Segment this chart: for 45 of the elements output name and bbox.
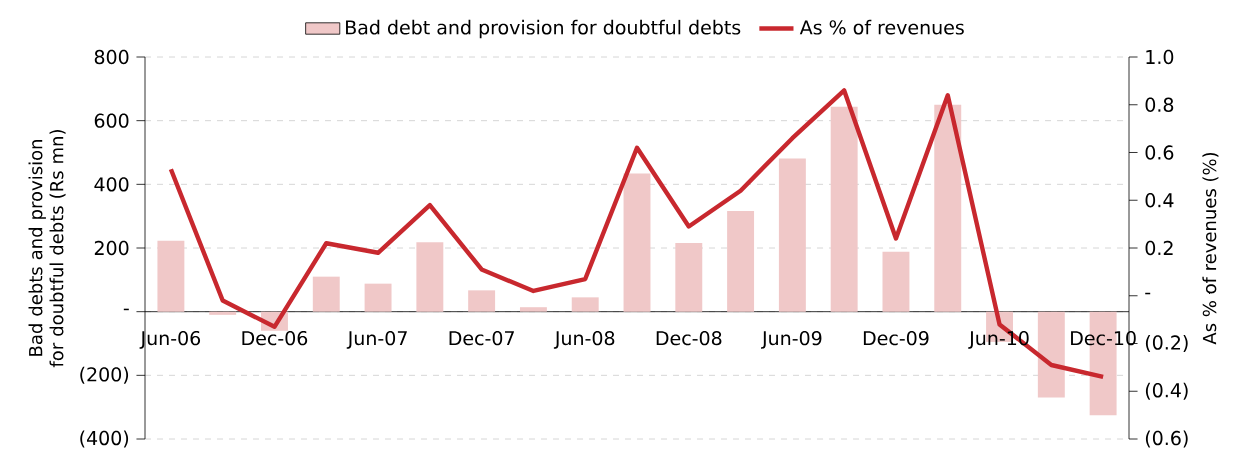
- bar: [416, 242, 444, 312]
- y-tick-label: 200: [94, 240, 129, 256]
- x-tick-label: Dec-08: [656, 331, 722, 346]
- y2-tick-label: (0.4): [1145, 382, 1188, 400]
- x-tick-label: Dec-07: [449, 331, 514, 346]
- bar: [675, 243, 703, 312]
- y2-axis-title: As % of revenues (%): [1202, 153, 1219, 345]
- y-tick-label: (200): [80, 366, 129, 384]
- y2-tick-label: (0.2): [1145, 335, 1188, 353]
- y2-tick-label: 0.6: [1145, 145, 1174, 160]
- y2-tick-label: 0.8: [1145, 97, 1174, 113]
- y-tick-label: 800: [94, 49, 129, 65]
- bar: [468, 290, 496, 312]
- y-tick-label: 600: [94, 113, 129, 128]
- y2-tick-label: (0.6): [1145, 430, 1188, 448]
- bar: [934, 104, 962, 312]
- bar: [312, 276, 340, 312]
- x-tick-label: Jun-07: [346, 331, 407, 349]
- legend-label: Bad debt and provision for doubtful debts: [346, 19, 741, 39]
- bar: [571, 297, 599, 312]
- x-tick-label: Dec-06: [242, 331, 308, 346]
- x-tick-label: Jun-06: [139, 331, 201, 349]
- bar: [1037, 311, 1065, 398]
- x-tick-label: Dec-10: [1071, 331, 1136, 346]
- bar: [364, 283, 392, 312]
- y-tick-label: -: [123, 308, 129, 311]
- x-tick-label: Jun-09: [761, 331, 822, 349]
- y-tick-label: (400): [80, 430, 129, 448]
- x-tick-label: Dec-09: [863, 331, 929, 346]
- bar: [830, 106, 858, 312]
- y-tick-label: 400: [94, 177, 129, 192]
- y2-tick-label: -: [1145, 292, 1151, 295]
- bar: [882, 251, 910, 312]
- bar: [209, 311, 237, 315]
- bar: [727, 211, 755, 312]
- x-tick-label: Jun-08: [553, 331, 615, 349]
- y2-tick-label: 0.2: [1145, 240, 1173, 256]
- bar: [157, 240, 185, 312]
- y2-tick-label: 1.0: [1146, 49, 1174, 65]
- legend-label: As % of revenues: [799, 19, 964, 35]
- y2-tick-label: 0.4: [1145, 193, 1174, 208]
- bar: [778, 158, 806, 312]
- bar: [623, 173, 651, 312]
- y-axis-title: Bad debts and provision for doubtful debts (Rs mn): [28, 130, 66, 368]
- bar: [519, 307, 547, 312]
